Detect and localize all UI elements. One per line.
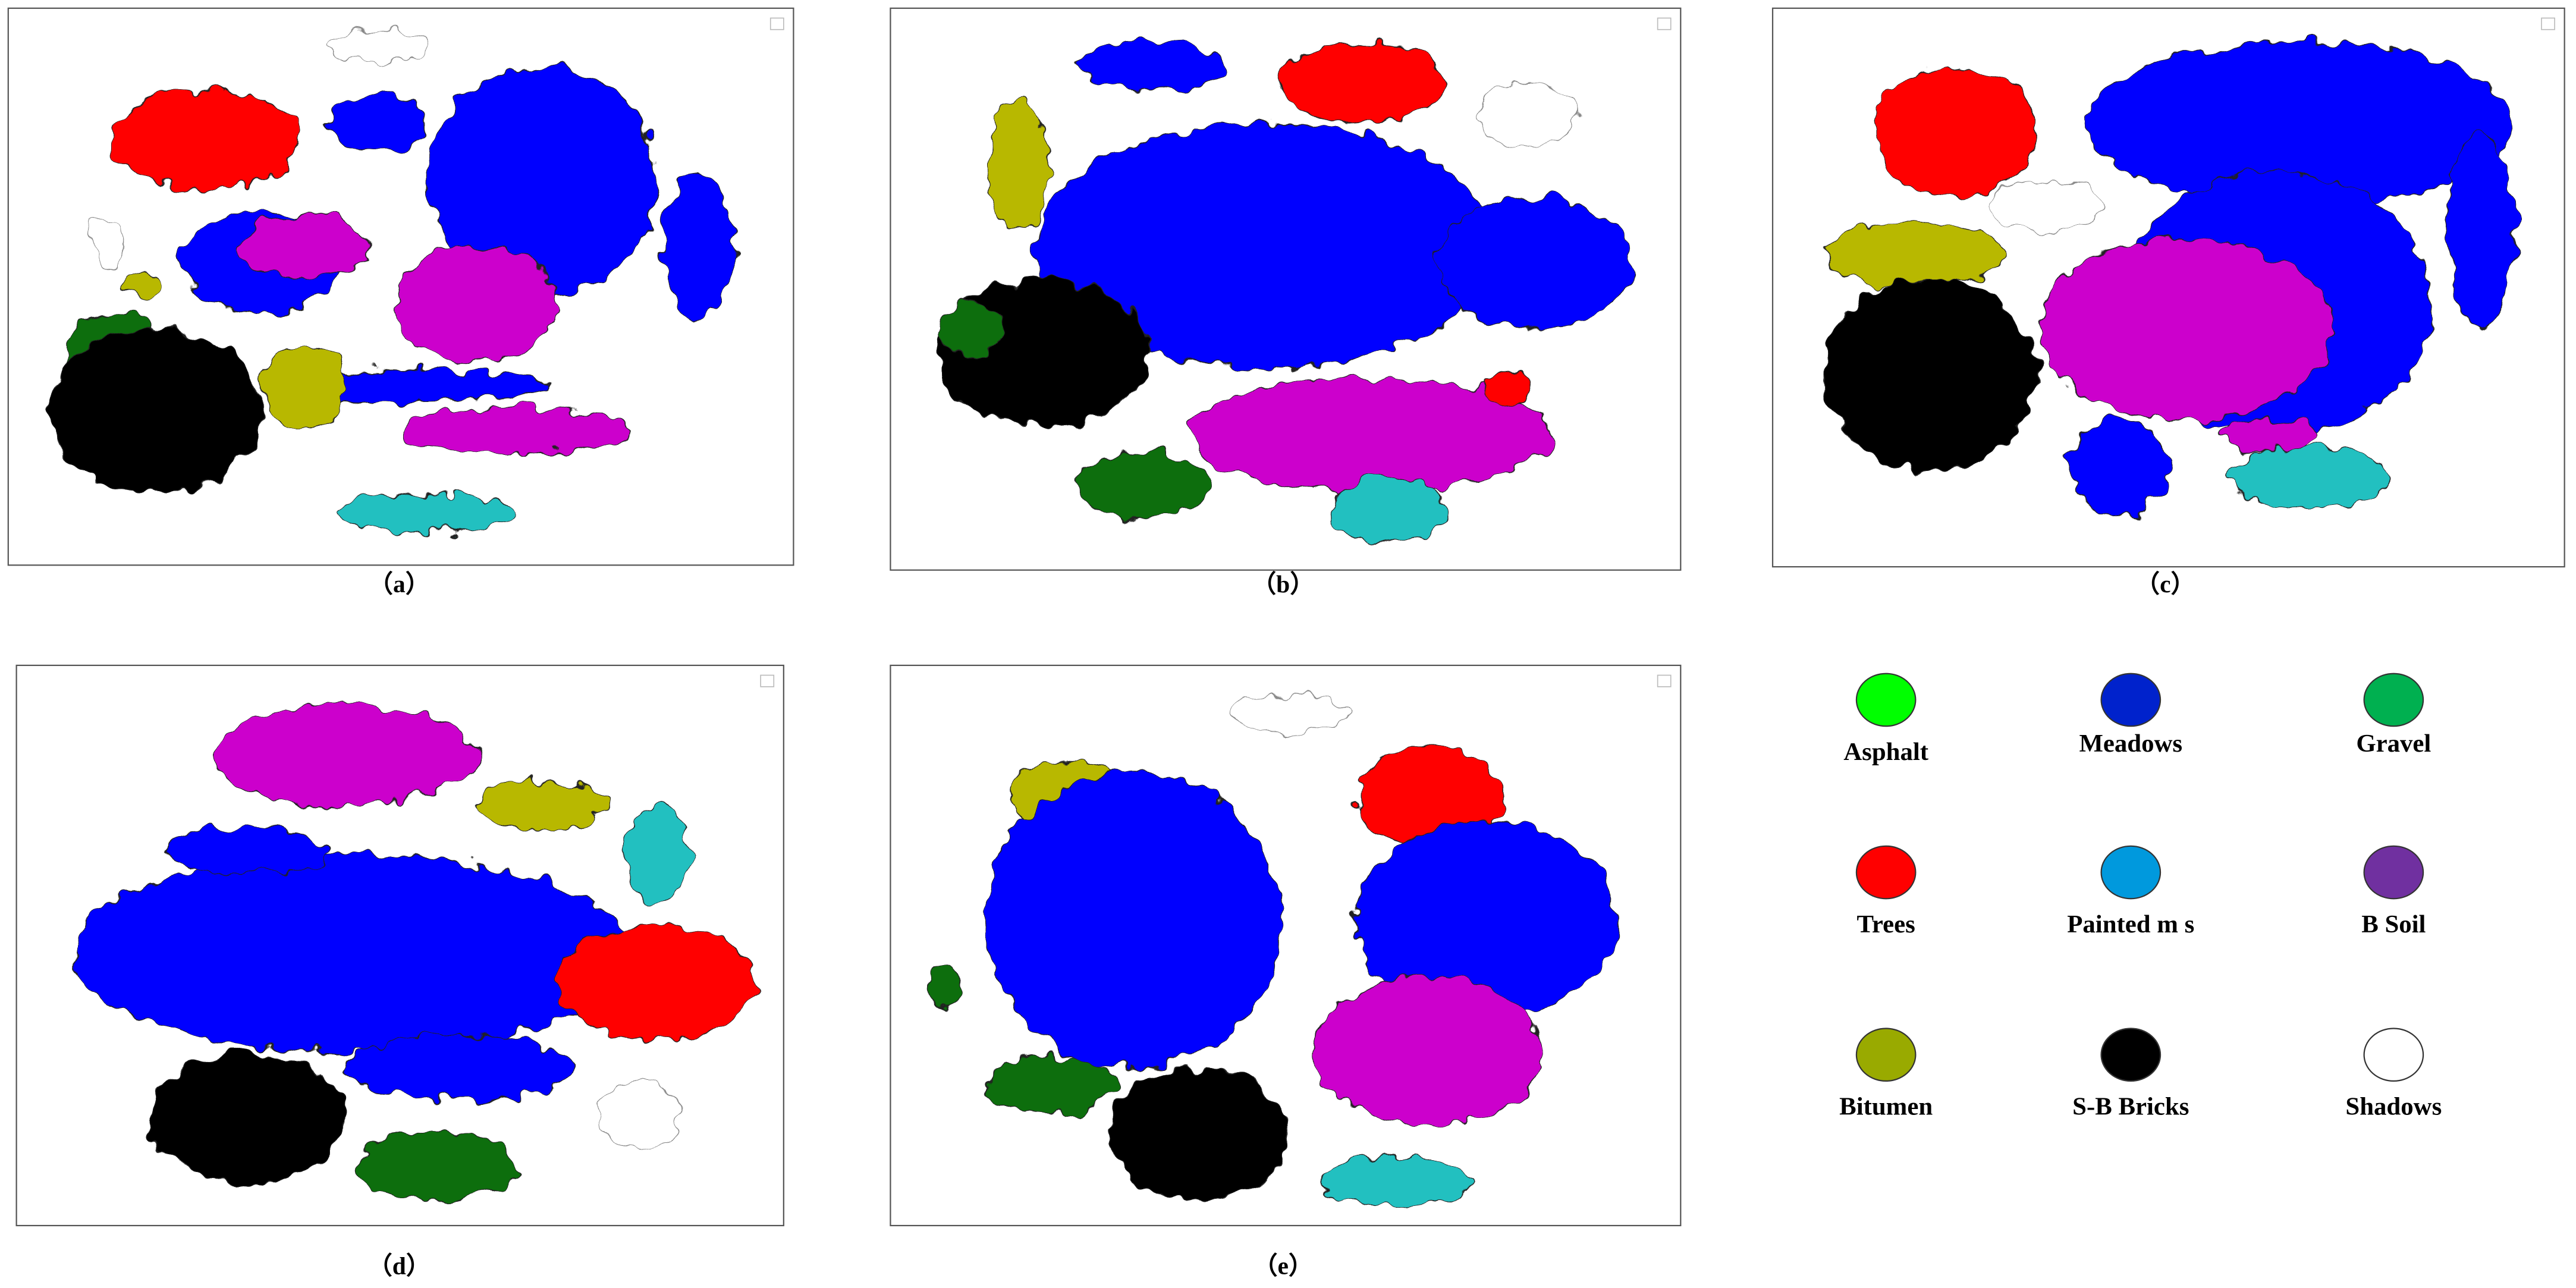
panel-label: （d）	[367, 1252, 431, 1279]
panel: （a）	[7, 7, 794, 598]
cluster	[1987, 180, 2104, 231]
panel: （d）	[15, 664, 784, 1279]
cluster	[928, 965, 962, 1006]
legend-box	[1657, 674, 1672, 687]
cluster	[237, 216, 370, 277]
cluster	[1872, 65, 2038, 198]
cluster	[344, 1034, 576, 1101]
legend-label: Painted m s	[2067, 910, 2194, 938]
cluster	[2037, 237, 2333, 420]
cluster-group	[936, 40, 1635, 543]
cluster	[1437, 196, 1635, 329]
legend-label: Asphalt	[1843, 738, 1929, 766]
cluster	[985, 1054, 1118, 1114]
cluster	[2447, 131, 2514, 329]
legend-swatch	[2100, 673, 2162, 727]
cluster	[2225, 446, 2391, 507]
legend-label: Gravel	[2356, 730, 2431, 758]
cluster	[1823, 278, 2038, 470]
legend-box	[1657, 17, 1672, 30]
cluster	[1483, 369, 1534, 403]
legend-swatch	[2100, 1028, 2162, 1082]
cluster	[599, 1080, 683, 1148]
legend-swatch	[2363, 845, 2424, 900]
legend-label: Trees	[1857, 910, 1915, 938]
cluster	[328, 93, 428, 153]
legend-label: Bitumen	[1839, 1093, 1933, 1121]
cluster	[49, 328, 263, 494]
cluster-group	[49, 29, 735, 533]
cluster	[1823, 221, 2005, 288]
cluster	[985, 771, 1282, 1069]
cluster	[936, 303, 1003, 354]
cluster	[262, 344, 345, 428]
cluster	[1478, 81, 1578, 149]
cluster	[336, 492, 518, 533]
legend-box	[769, 17, 784, 30]
cluster	[1330, 476, 1446, 543]
cluster	[624, 805, 691, 904]
cluster	[147, 1051, 345, 1183]
cluster	[661, 172, 735, 321]
legend-label: S-B Bricks	[2072, 1093, 2189, 1121]
cluster	[1075, 451, 1208, 518]
cluster-group	[1823, 40, 2514, 518]
legend-swatch	[2363, 1028, 2424, 1082]
legend-box	[760, 674, 775, 687]
legend-swatch	[1855, 845, 1917, 900]
cluster	[164, 825, 329, 877]
cluster	[394, 246, 560, 362]
panel: （e）	[890, 664, 1682, 1279]
cluster	[988, 98, 1049, 231]
cluster-group	[73, 706, 756, 1200]
legend-swatch	[2363, 673, 2424, 727]
panel: （c）	[1771, 7, 2565, 598]
cluster	[328, 29, 428, 63]
legend-swatch	[1855, 1028, 1917, 1082]
panel-label: （b）	[1252, 570, 1315, 598]
panel-label: （c）	[2135, 570, 2195, 598]
cluster	[2069, 418, 2169, 518]
cluster	[1108, 1067, 1290, 1200]
cluster	[1232, 694, 1348, 735]
cluster	[1075, 40, 1224, 91]
cluster-group	[928, 694, 1619, 1205]
cluster	[558, 924, 756, 1041]
cluster	[353, 1133, 518, 1200]
cluster	[1322, 1154, 1471, 1205]
legend-box	[2541, 17, 2555, 30]
legend-swatch	[1855, 673, 1917, 727]
cluster	[1281, 40, 1446, 124]
panel-label: （e）	[1253, 1252, 1313, 1279]
cluster	[476, 780, 608, 830]
panel: （b）	[890, 7, 1682, 598]
cluster	[119, 269, 160, 296]
cluster	[213, 706, 477, 806]
legend-label: Shadows	[2345, 1093, 2442, 1121]
panel-label: （a）	[369, 570, 431, 598]
cluster	[109, 90, 301, 190]
legend-swatch	[2100, 845, 2162, 900]
cluster	[402, 407, 633, 454]
cluster	[90, 218, 124, 269]
legend-label: B Soil	[2361, 910, 2426, 938]
cluster	[73, 853, 633, 1052]
legend-label: Meadows	[2079, 730, 2182, 758]
cluster	[1314, 977, 1545, 1126]
